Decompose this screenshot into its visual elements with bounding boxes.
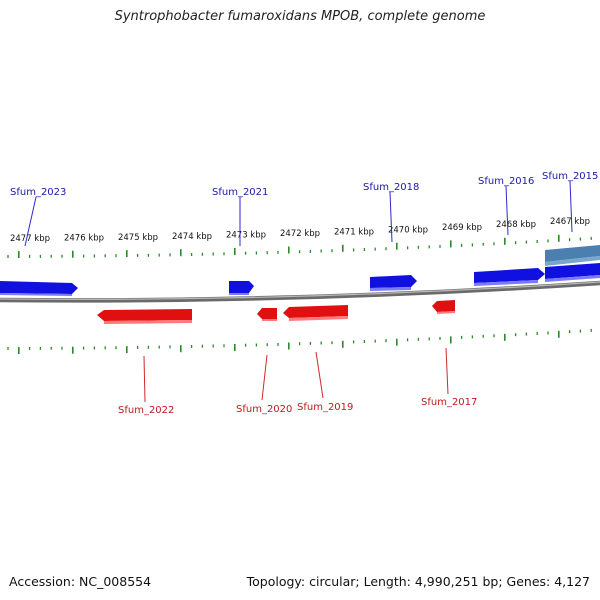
gene-label[interactable]: Sfum_2018 — [363, 182, 419, 193]
gene-sfum-2021[interactable] — [229, 281, 254, 295]
gene-label[interactable]: Sfum_2023 — [10, 187, 66, 198]
gene-label[interactable]: Sfum_2019 — [297, 402, 353, 413]
gene-label[interactable]: Sfum_2016 — [478, 176, 534, 187]
gene-label[interactable]: Sfum_2015 — [542, 171, 598, 182]
gene-sfum-2019[interactable] — [283, 305, 348, 321]
genome-backbone — [0, 280, 600, 303]
kbp-tick-label: 2470 kbp — [388, 225, 428, 235]
gene-sfum-2018[interactable] — [370, 275, 417, 291]
gene-label[interactable]: Sfum_2017 — [421, 397, 477, 408]
kbp-tick-label: 2471 kbp — [334, 227, 374, 237]
kbp-tick-label: 2468 kbp — [496, 220, 536, 230]
gene-sfum-2020[interactable] — [257, 308, 277, 321]
kbp-tick-label: 2477 kbp — [10, 234, 50, 244]
forward-tick-track — [7, 234, 592, 258]
reverse-tick-track — [7, 328, 592, 354]
kbp-tick-label: 2469 kbp — [442, 223, 482, 233]
genome-summary: Topology: circular; Length: 4,990,251 bp… — [246, 574, 590, 589]
other-feature — [545, 245, 600, 262]
map-title: Syntrophobacter fumaroxidans MPOB, compl… — [114, 9, 486, 24]
gene-label[interactable]: Sfum_2021 — [212, 187, 268, 198]
kbp-tick-label: 2473 kbp — [226, 231, 266, 241]
gene-sfum-2015[interactable] — [545, 263, 600, 282]
kbp-tick-label: 2476 kbp — [64, 234, 104, 244]
gene-label[interactable]: Sfum_2022 — [118, 405, 174, 416]
forward-leader-lines — [24, 180, 573, 247]
kbp-tick-label: 2467 kbp — [550, 217, 590, 227]
reverse-gene-labels: Sfum_2022 Sfum_2020 Sfum_2019 Sfum_2017 — [118, 397, 477, 416]
genome-backbone-highlight — [0, 281, 600, 300]
kbp-tick-label: 2474 kbp — [172, 232, 212, 242]
kbp-tick-label: 2475 kbp — [118, 233, 158, 243]
kbp-tick-label: 2472 kbp — [280, 229, 320, 239]
gene-sfum-2016[interactable] — [474, 268, 545, 286]
forward-gene-group — [0, 263, 600, 296]
gene-sfum-2022[interactable] — [97, 309, 192, 324]
forward-gene-labels: Sfum_2023 Sfum_2021 Sfum_2018 Sfum_2016 … — [10, 171, 598, 198]
reverse-leader-lines — [143, 347, 449, 403]
other-feature-shade — [545, 256, 600, 266]
gene-sfum-2023[interactable] — [0, 281, 78, 296]
gene-sfum-2017[interactable] — [432, 300, 455, 314]
reverse-gene-group — [97, 300, 455, 324]
accession-label: Accession: NC_008554 — [9, 574, 152, 589]
kbp-label-group: 2477 kbp 2476 kbp 2475 kbp 2474 kbp 2473 kbp… — [10, 217, 590, 244]
gene-label[interactable]: Sfum_2020 — [236, 404, 292, 415]
